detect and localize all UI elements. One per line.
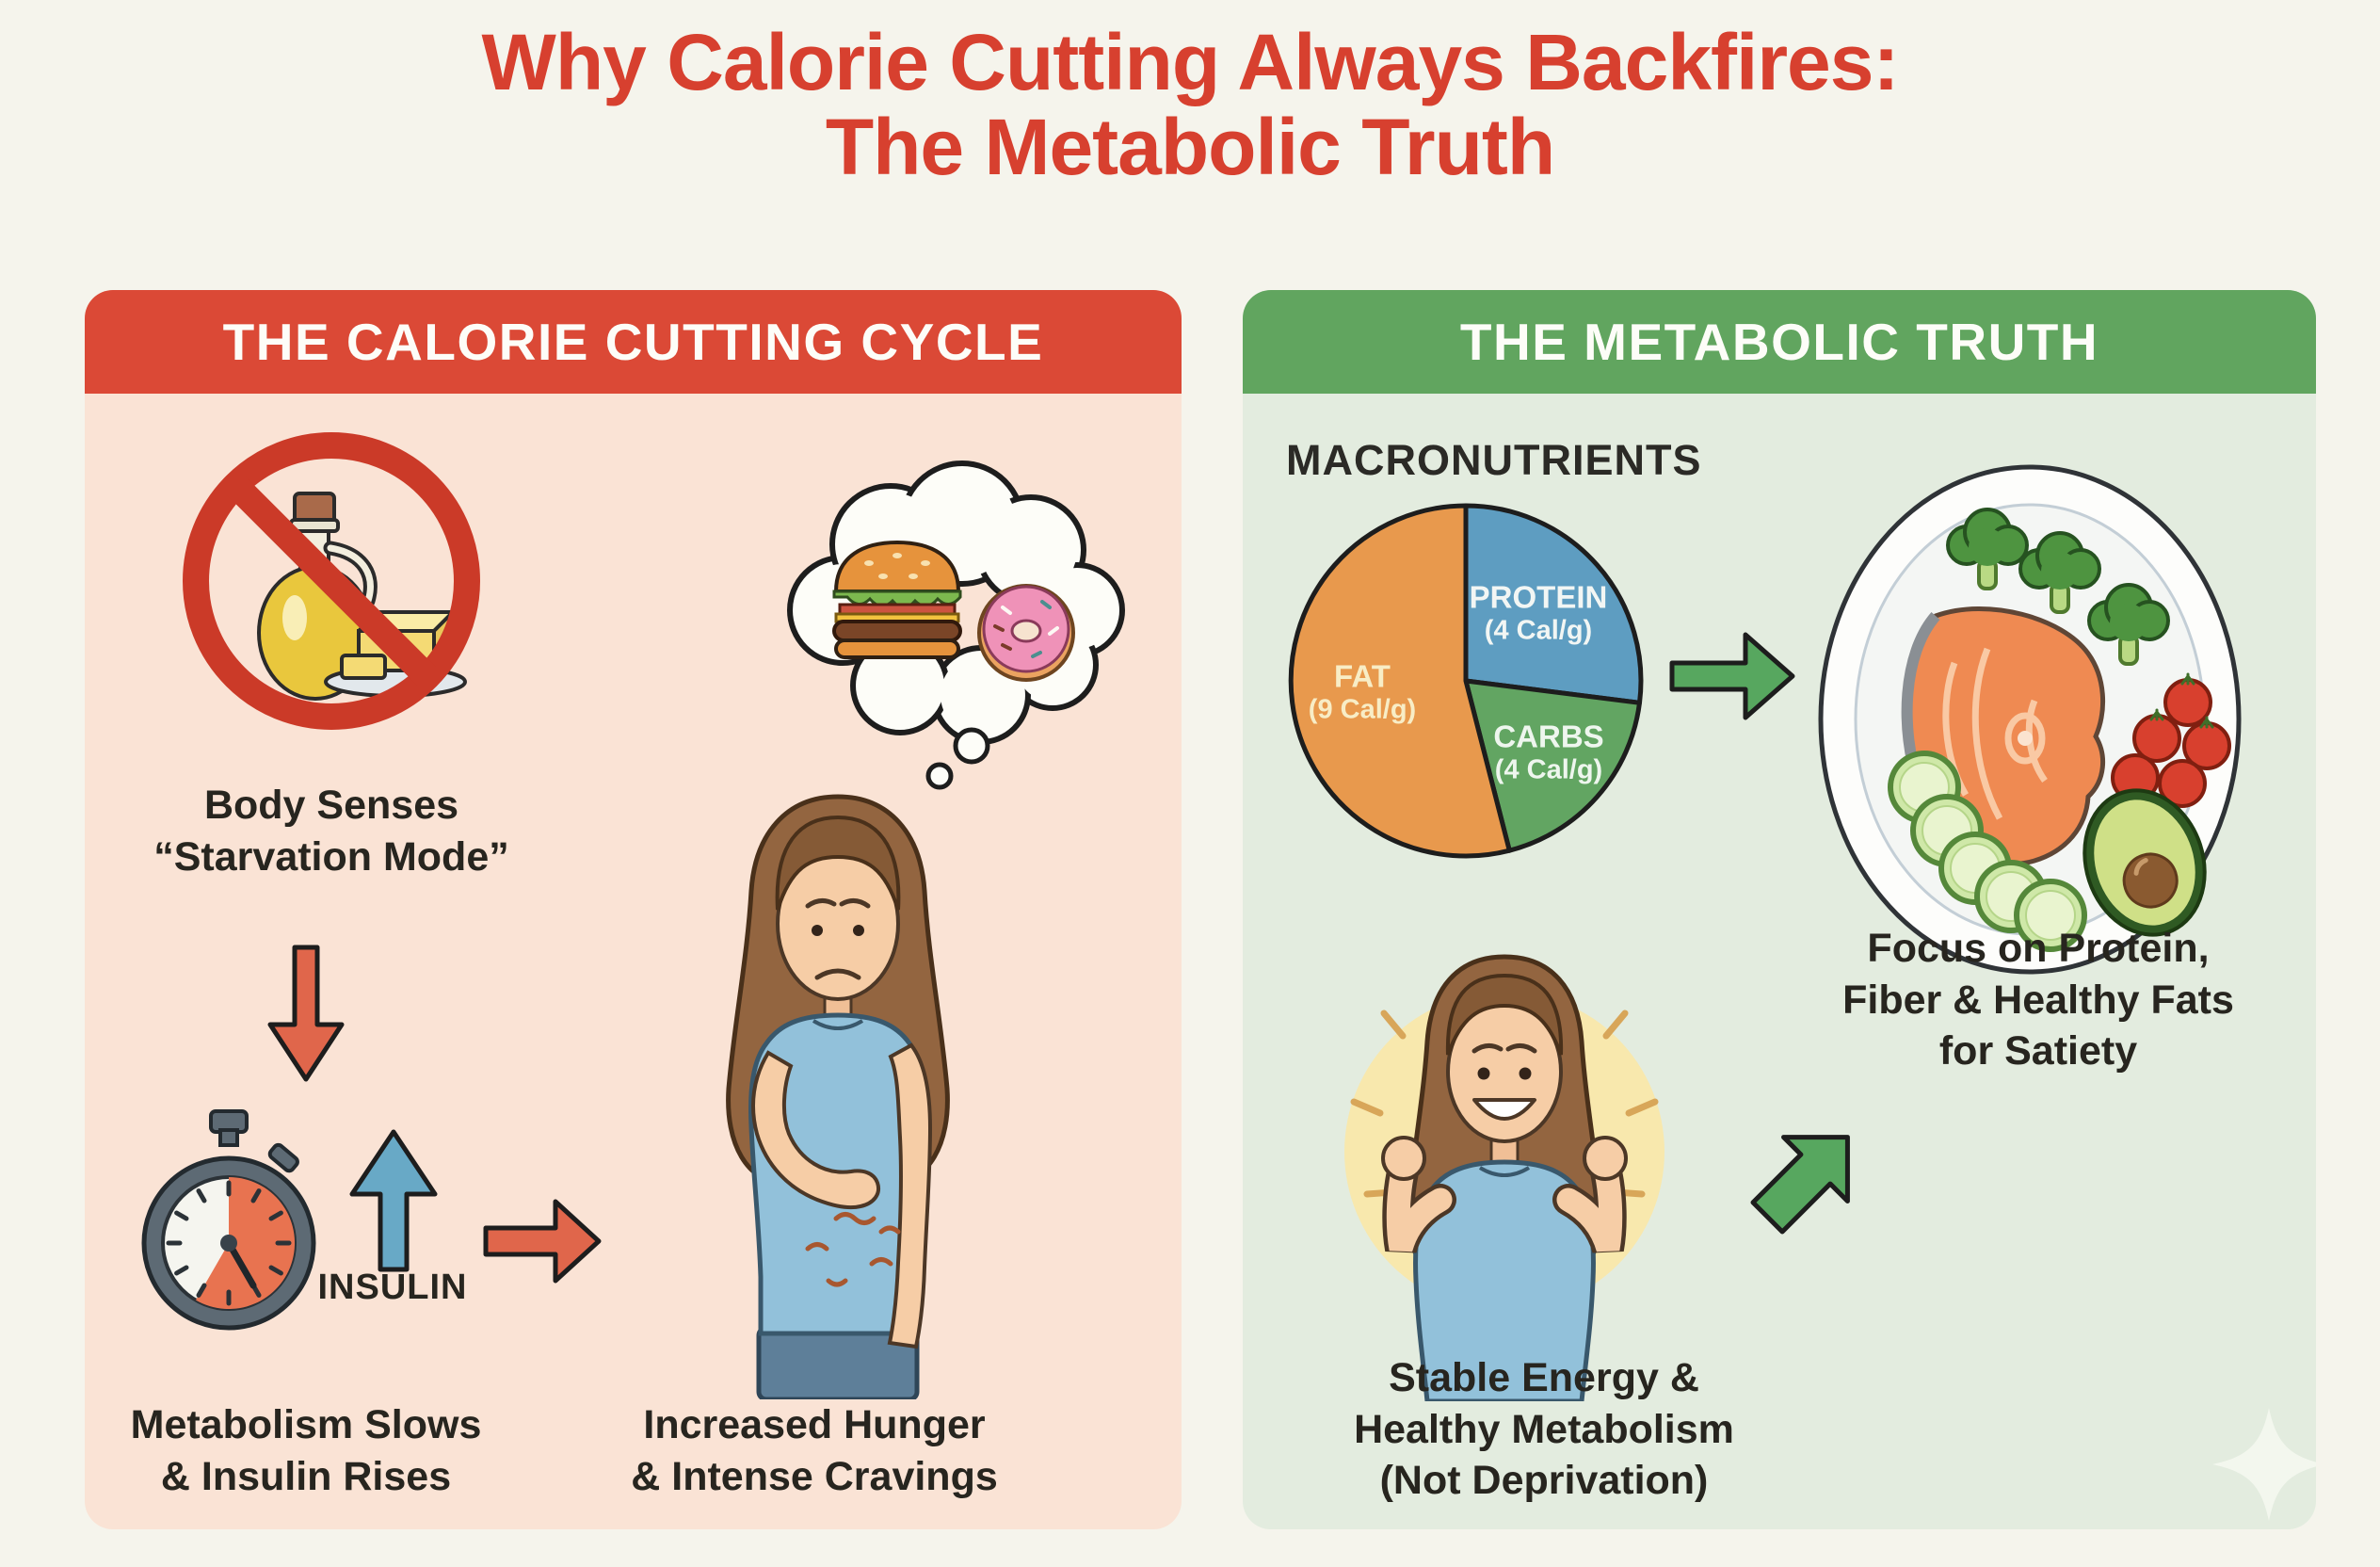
hunger-squiggles [805, 1212, 901, 1287]
tomatoes-icon [2111, 672, 2231, 808]
increased-hunger-caption: Increased Hunger & Intense Cravings [631, 1402, 998, 1499]
healthy-meal-plate [1818, 464, 2242, 975]
thought-bubble [787, 460, 1125, 790]
metabolism-slows-caption: Metabolism Slows & Insulin Rises [130, 1402, 482, 1499]
right-arrow-icon [483, 1199, 602, 1284]
sad-woman-illustration [726, 794, 950, 1399]
insulin-up-arrow-icon [349, 1129, 438, 1272]
metabolic-truth-panel: THE METABOLIC TRUTH MACRONUTRIENTS PROTE… [1243, 290, 2316, 1529]
insulin-label: INSULIN [317, 1268, 468, 1307]
left-panel-header: THE CALORIE CUTTING CYCLE [85, 290, 1182, 394]
stable-energy-caption: Stable Energy & Healthy Metabolism (Not … [1354, 1355, 1734, 1504]
green-up-right-arrow-icon [1750, 1135, 1850, 1235]
satiety-caption: Focus on Protein, Fiber & Healthy Fats f… [1842, 926, 2234, 1074]
sparkle-icon [2212, 1408, 2316, 1521]
pie-chart-svg [1288, 503, 1644, 859]
calorie-cutting-cycle-panel: THE CALORIE CUTTING CYCLE Body Senses “S… [85, 290, 1182, 1529]
page-title-line1: Why Calorie Cutting Always Backfires: [481, 18, 1900, 106]
starvation-mode-caption: Body Senses “Starvation Mode” [153, 783, 509, 880]
stopwatch-icon [141, 1109, 316, 1331]
pie-label-protein: PROTEIN (4 Cal/g) [1469, 579, 1608, 646]
broccoli-icon [1946, 508, 2170, 666]
happy-woman-illustration [1344, 954, 1664, 1401]
right-panel-header: THE METABOLIC TRUTH [1243, 290, 2316, 394]
donut-icon [977, 584, 1075, 682]
macronutrients-title: MACRONUTRIENTS [1286, 436, 1702, 484]
macronutrients-pie-chart: PROTEIN (4 Cal/g) CARBS (4 Cal/g) FAT (9… [1278, 493, 1654, 869]
pie-label-carbs: CARBS (4 Cal/g) [1493, 719, 1604, 785]
page-title: Why Calorie Cutting Always Backfires: Th… [0, 18, 2380, 191]
burger-icon [832, 540, 962, 659]
down-arrow-icon [267, 945, 345, 1082]
green-right-arrow-icon [1669, 632, 1795, 720]
avocado-icon [2082, 788, 2207, 937]
cucumber-icon [1888, 751, 2087, 952]
pie-label-fat: FAT (9 Cal/g) [1308, 658, 1417, 725]
page-title-line2: The Metabolic Truth [825, 102, 1555, 191]
no-fats-prohibition-icon [183, 432, 480, 730]
